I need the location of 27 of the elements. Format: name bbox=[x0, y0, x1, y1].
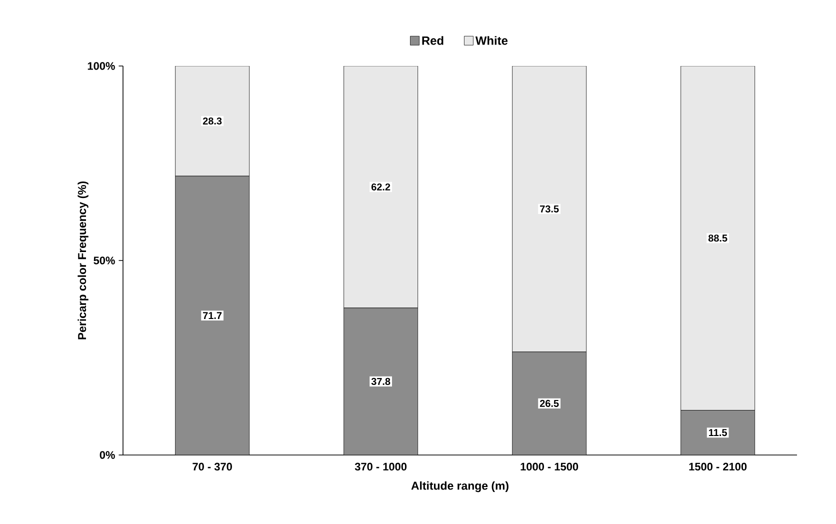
legend-label: White bbox=[475, 36, 508, 45]
bar bbox=[512, 352, 587, 455]
bar bbox=[344, 308, 418, 455]
y-axis-title: Pericarp color Frequency (%) bbox=[78, 181, 88, 340]
bar bbox=[680, 410, 756, 455]
data-label: 88.5 bbox=[708, 234, 728, 242]
bar bbox=[344, 66, 418, 308]
bar bbox=[512, 66, 587, 352]
y-tick-label: 50% bbox=[94, 256, 115, 264]
y-tick-label: 100% bbox=[88, 62, 115, 70]
x-tick-label: 1500 - 2100 bbox=[689, 462, 747, 471]
y-tick-label: 0% bbox=[100, 451, 115, 459]
x-axis-title: Altitude range (m) bbox=[411, 481, 508, 492]
legend-label: Red bbox=[422, 36, 444, 45]
bar bbox=[175, 176, 250, 455]
data-label: 71.7 bbox=[203, 312, 222, 319]
data-label: 73.5 bbox=[540, 205, 559, 212]
data-label: 37.8 bbox=[371, 378, 390, 385]
data-label: 28.3 bbox=[202, 117, 222, 125]
data-label: 11.5 bbox=[709, 429, 727, 436]
x-tick-label: 1000 - 1500 bbox=[520, 462, 578, 471]
x-tick-label: 370 - 1000 bbox=[354, 462, 407, 471]
x-tick-label: 70 - 370 bbox=[192, 462, 232, 471]
bar bbox=[175, 66, 250, 176]
data-label: 62.2 bbox=[371, 183, 390, 190]
data-label: 26.5 bbox=[540, 400, 559, 407]
bar bbox=[680, 66, 756, 410]
